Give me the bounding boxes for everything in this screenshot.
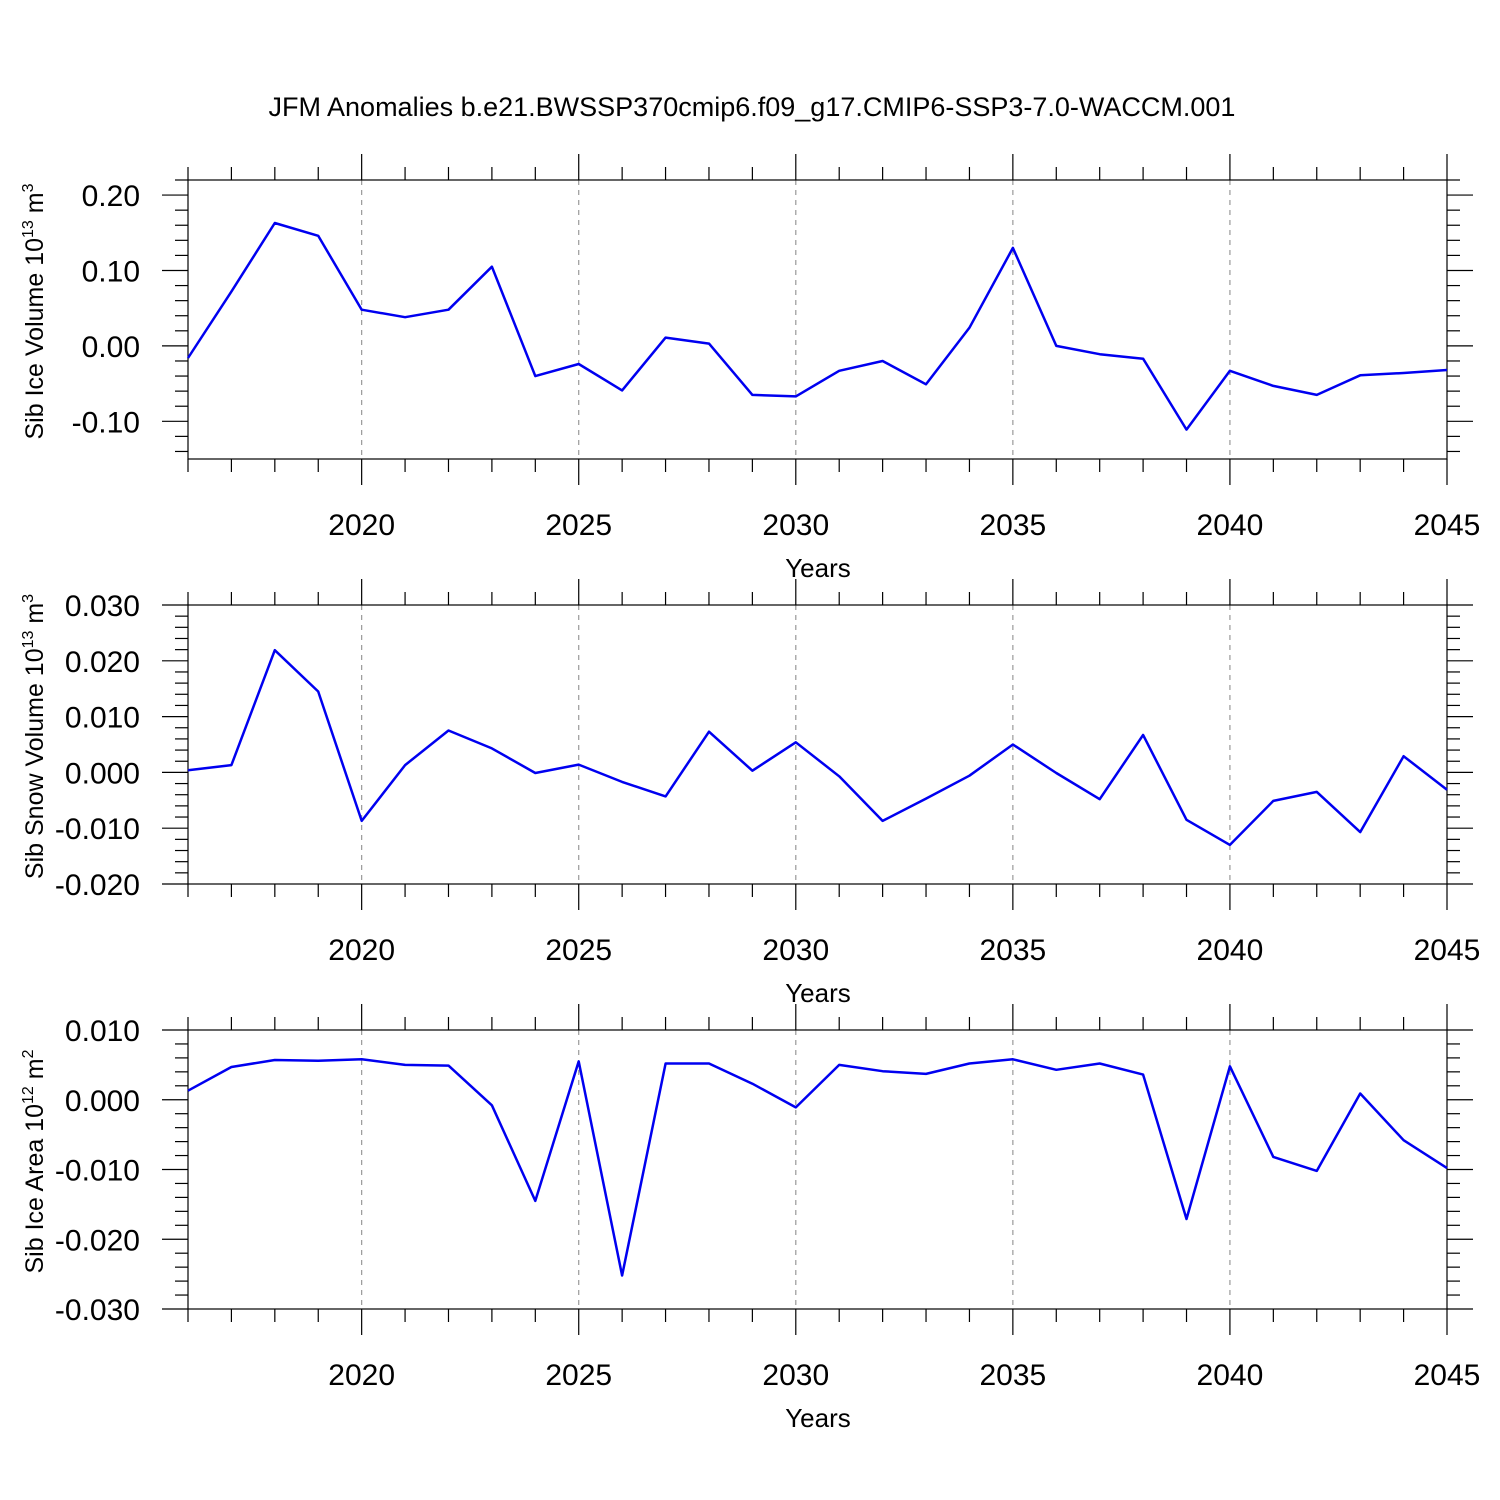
x-tick-label: 2045 <box>1414 509 1481 542</box>
x-axis-label: Years <box>785 553 851 583</box>
x-tick-label: 2025 <box>545 1359 612 1392</box>
y-axis-label-ylabel-exp: 13 <box>20 630 37 648</box>
x-tick-label: 2040 <box>1197 934 1264 967</box>
x-axis-label: Years <box>785 978 851 1008</box>
y-axis-label: Sib Ice Area 1012 m2 <box>20 1049 49 1273</box>
series-line <box>186 221 1448 431</box>
x-tick-label: 2045 <box>1414 1359 1481 1392</box>
y-axis-label-ylabel: Sib Snow Volume 10 <box>21 648 49 879</box>
panels: 0.20 0.10 0.00 -0.10 2020 2025 2030 2035 2040 204… <box>20 154 1480 1433</box>
y-axis-label: Sib Snow Volume 1013 m3 <box>20 594 49 879</box>
x-tick-label: 2025 <box>545 509 612 542</box>
y-axis-label-ylabel-unit: m <box>21 603 49 631</box>
y-tick-label: -0.010 <box>55 813 140 846</box>
y-axis-label-ylabel-unit-exp: 2 <box>20 1049 37 1058</box>
y-axis-label-ylabel-unit: m <box>21 192 49 220</box>
y-tick-label: -0.020 <box>55 1224 140 1257</box>
y-tick-label: 0.030 <box>65 590 140 623</box>
x-tick-label: 2035 <box>979 509 1046 542</box>
panel-2: 0.030 0.020 0.010 0.000 -0.010 -0.020 2020 2025… <box>20 579 1480 1008</box>
x-tick-label: 2025 <box>545 934 612 967</box>
y-axis-label-ylabel-unit: m <box>21 1058 49 1086</box>
x-tick-label: 2020 <box>328 934 395 967</box>
panel-3: 0.010 0.000 -0.010 -0.020 -0.030 2020 2025 2030… <box>20 1004 1480 1433</box>
x-tick-label: 2030 <box>762 934 829 967</box>
y-tick-label: 0.000 <box>65 1085 140 1118</box>
series-line <box>187 1058 1448 1277</box>
x-tick-label: 2040 <box>1197 1359 1264 1392</box>
y-tick-label: -0.020 <box>55 869 140 902</box>
x-tick-label: 2020 <box>328 1359 395 1392</box>
y-axis-label: Sib Ice Volume 1013 m3 <box>20 183 49 439</box>
y-tick-label: 0.010 <box>65 1015 140 1048</box>
plot-frame <box>187 1029 1448 1310</box>
y-tick-label: -0.010 <box>55 1155 140 1188</box>
y-tick-label: 0.010 <box>65 702 140 735</box>
x-tick-label: 2035 <box>979 934 1046 967</box>
y-tick-label: 0.20 <box>82 180 140 213</box>
y-axis-label-ylabel-unit-exp: 3 <box>20 594 37 603</box>
y-tick-label: 0.00 <box>82 331 140 364</box>
y-axis-label-ylabel-unit-exp: 3 <box>20 183 37 192</box>
y-axis-label-ylabel: Sib Ice Area 10 <box>21 1104 49 1274</box>
plot-frame <box>187 604 1448 885</box>
y-tick-label: -0.10 <box>72 406 140 439</box>
x-tick-label: 2040 <box>1197 509 1264 542</box>
x-tick-label: 2035 <box>979 1359 1046 1392</box>
x-tick-label: 2030 <box>762 509 829 542</box>
series-line <box>187 648 1448 847</box>
y-axis-label-ylabel: Sib Ice Volume 10 <box>21 238 49 440</box>
y-tick-label: 0.020 <box>65 646 140 679</box>
y-tick-label: 0.000 <box>65 757 140 790</box>
chart-title: JFM Anomalies b.e21.BWSSP370cmip6.f09_g1… <box>269 92 1236 122</box>
x-axis-label: Years <box>785 1403 851 1433</box>
panel-1: 0.20 0.10 0.00 -0.10 2020 2025 2030 2035 2040 204… <box>20 154 1480 583</box>
y-axis-label-ylabel-exp: 12 <box>20 1086 37 1104</box>
y-axis-label-ylabel-exp: 13 <box>20 220 37 238</box>
x-tick-label: 2045 <box>1414 934 1481 967</box>
x-tick-label: 2020 <box>328 509 395 542</box>
x-tick-label: 2030 <box>762 1359 829 1392</box>
y-tick-label: -0.030 <box>55 1294 140 1327</box>
y-tick-label: 0.10 <box>82 255 140 288</box>
plot-frame <box>187 179 1448 460</box>
